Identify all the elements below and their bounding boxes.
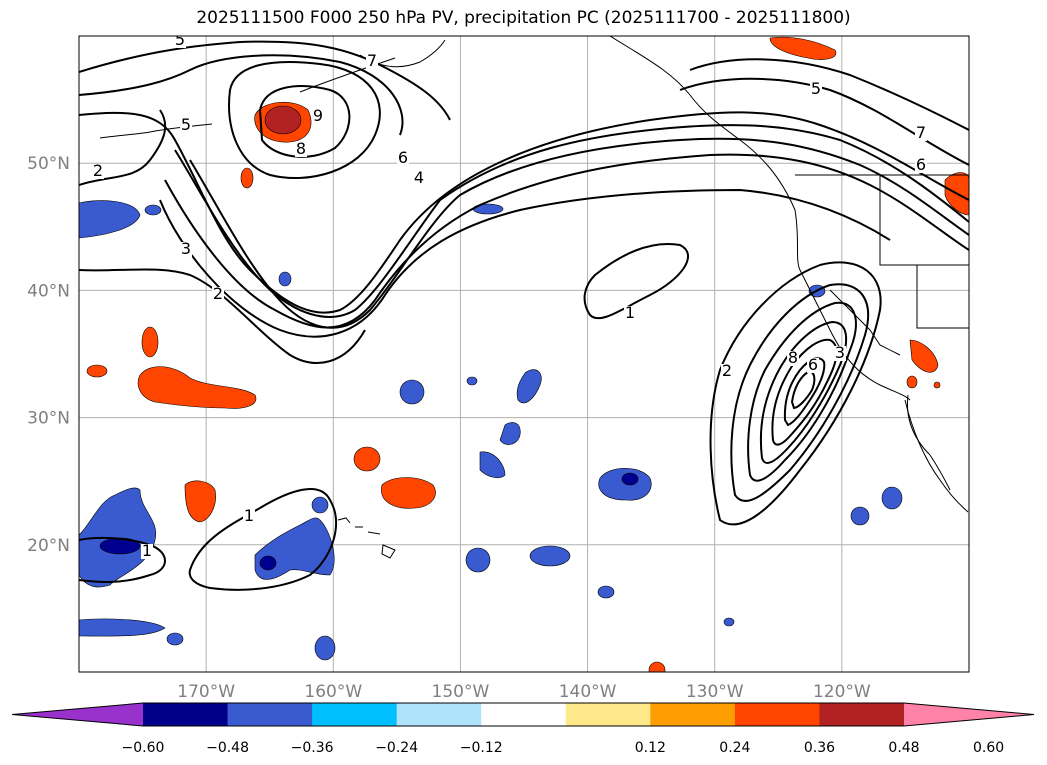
pv-contours	[79, 40, 969, 591]
map-area	[79, 36, 969, 672]
contour-label-bg	[624, 306, 636, 321]
contour-label-bg	[834, 346, 846, 361]
colorbar-tick-label: 0.48	[888, 740, 919, 756]
contour-label-bg	[92, 164, 104, 179]
colorbar-tick-label: 0.12	[635, 740, 666, 756]
colorbar-segment	[396, 703, 482, 726]
contour-label: 3	[181, 239, 191, 258]
colorbar-tick-label: −0.60	[122, 740, 165, 756]
lat-tick-label: 50°N	[27, 154, 70, 174]
contour-label: 7	[367, 51, 377, 70]
contour-label-bg	[141, 544, 153, 559]
contour-label-bg	[180, 242, 192, 257]
latitude-labels: 50°N 40°N 30°N 20°N	[27, 154, 70, 556]
hawaii-islands	[337, 517, 396, 559]
contour-label: 5	[811, 79, 821, 98]
contour-label: 6	[916, 155, 926, 174]
contour-label: 5	[175, 30, 185, 49]
colorbar-extend-low	[12, 703, 143, 726]
colorbar-tick-label: 0.24	[719, 740, 750, 756]
lat-tick-label: 40°N	[27, 281, 70, 301]
contour-label-bg	[180, 118, 192, 133]
contour-label-bg	[721, 364, 733, 379]
colorbar-tick-labels: −0.60 −0.48 −0.36 −0.24 −0.12 0.12 0.24 0.36 0.4…	[122, 740, 1005, 756]
contour-label: 1	[142, 541, 152, 560]
colorbar	[11, 702, 1035, 727]
contour-label-bg	[212, 287, 224, 302]
contour-label-bg	[915, 126, 927, 141]
colorbar-segment	[312, 703, 398, 726]
contour-label-bg	[243, 509, 255, 524]
colorbar-extend-high	[904, 703, 1034, 726]
colorbar-tick-label: 0.60	[973, 740, 1004, 756]
contour-label: 9	[313, 106, 323, 125]
colorbar-segment	[650, 703, 736, 726]
lon-tick-label: 150°W	[432, 682, 490, 702]
lon-tick-label: 130°W	[686, 682, 744, 702]
contour-label: 6	[808, 355, 818, 374]
precip-positive-areas	[86, 36, 969, 672]
colorbar-segment	[734, 703, 820, 726]
contour-label-bg	[787, 351, 799, 366]
contour-label-bg	[915, 158, 927, 173]
contour-label: 2	[93, 161, 103, 180]
colorbar-segment	[227, 703, 313, 726]
contour-label: 5	[181, 115, 191, 134]
lat-tick-label: 20°N	[27, 536, 70, 556]
lon-tick-label: 170°W	[177, 682, 235, 702]
precip-negative-areas	[79, 200, 903, 661]
colorbar-tick-label: 0.36	[804, 740, 835, 756]
contour-label-bg	[807, 358, 819, 373]
contour-label-bg	[312, 109, 324, 124]
colorbar-tick-label: −0.48	[206, 740, 249, 756]
lon-tick-label: 160°W	[304, 682, 362, 702]
map-title: 2025111500 F000 250 hPa PV, precipitatio…	[196, 8, 851, 28]
longitude-labels: 170°W 160°W 150°W 140°W 130°W 120°W	[177, 682, 871, 702]
contour-label-bg	[397, 151, 409, 166]
contour-label-bg	[413, 171, 425, 186]
contour-label: 1	[244, 506, 254, 525]
coastlines	[99, 36, 969, 513]
contour-label-bg	[174, 36, 186, 48]
contour-label: 8	[788, 348, 798, 367]
gridlines	[79, 36, 969, 672]
contour-label-bg	[295, 142, 307, 157]
colorbar-segment	[481, 703, 567, 726]
contour-label: 2	[213, 284, 223, 303]
contour-label: 3	[835, 343, 845, 362]
colorbar-tick-label: −0.24	[375, 740, 418, 756]
contour-label: 8	[296, 139, 306, 158]
colorbar-segment	[143, 703, 229, 726]
lon-tick-label: 120°W	[813, 682, 871, 702]
colorbar-segment	[819, 703, 905, 726]
contour-label: 4	[414, 168, 424, 187]
map-frame	[78, 35, 970, 673]
contour-label: 1	[625, 303, 635, 322]
contour-label: 7	[916, 123, 926, 142]
lat-tick-label: 30°N	[27, 409, 70, 429]
colorbar-tick-label: −0.12	[460, 740, 503, 756]
colorbar-outline	[11, 702, 1035, 727]
contour-label-bg	[366, 54, 378, 69]
colorbar-tick-label: −0.36	[291, 740, 334, 756]
colorbar-segment	[565, 703, 651, 726]
lon-tick-label: 140°W	[559, 682, 617, 702]
contour-label: 6	[398, 148, 408, 167]
contour-label: 2	[722, 361, 732, 380]
contour-label-bg	[810, 82, 822, 97]
